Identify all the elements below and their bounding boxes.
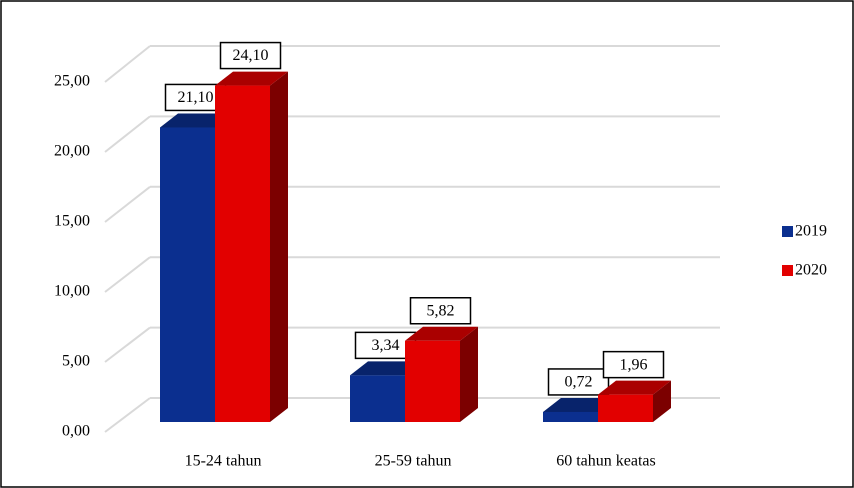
y-tick-label: 20,00 xyxy=(54,143,90,160)
data-label: 3,34 xyxy=(372,337,400,354)
data-label: 21,10 xyxy=(178,89,214,106)
bar-top xyxy=(215,71,288,86)
data-label-box xyxy=(409,297,472,325)
x-tick-label: 60 tahun keatas xyxy=(556,453,656,470)
bar-top xyxy=(598,380,671,395)
grid-line xyxy=(104,115,151,153)
data-label: 0,72 xyxy=(565,374,593,391)
data-label: 1,96 xyxy=(620,356,648,373)
bar-top xyxy=(405,326,478,341)
data-label: 5,82 xyxy=(427,302,455,319)
x-tick-label: 15-24 tahun xyxy=(185,453,262,470)
bar xyxy=(405,340,460,422)
y-tick-label: 10,00 xyxy=(54,283,90,300)
y-tick-label: 0,00 xyxy=(62,423,90,440)
bar-side xyxy=(270,71,288,423)
bar-top xyxy=(160,113,233,128)
y-tick-label: 15,00 xyxy=(54,213,90,230)
grid-line xyxy=(104,326,151,363)
legend-swatch xyxy=(782,265,793,276)
bar xyxy=(215,85,270,423)
bar-top xyxy=(350,361,423,376)
grid-line xyxy=(104,256,151,293)
grid-line xyxy=(104,397,151,433)
y-tick-label: 25,00 xyxy=(54,73,90,90)
bar xyxy=(160,127,215,422)
legend-label: 2020 xyxy=(795,262,827,279)
data-label-box xyxy=(219,41,282,70)
bar-side xyxy=(653,380,671,422)
data-label: 24,10 xyxy=(233,47,269,64)
data-label-box xyxy=(547,368,610,396)
bar xyxy=(350,375,405,422)
bar xyxy=(543,411,598,422)
data-label-box xyxy=(602,350,665,379)
legend-swatch xyxy=(782,226,793,237)
bar-side xyxy=(460,326,478,422)
legend-label: 2019 xyxy=(795,223,827,240)
x-tick-label: 25-59 tahun xyxy=(375,453,452,470)
y-tick-label: 5,00 xyxy=(62,353,90,370)
bar-top xyxy=(543,397,616,412)
bar xyxy=(598,394,653,422)
grid-line xyxy=(104,186,151,223)
grid-line xyxy=(104,45,151,83)
